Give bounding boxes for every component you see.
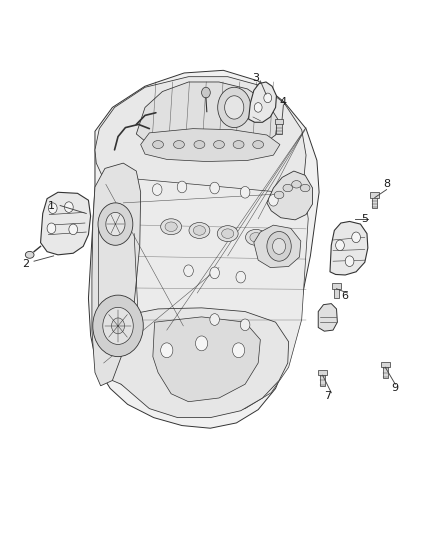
Circle shape	[225, 96, 244, 119]
Circle shape	[272, 238, 286, 254]
Circle shape	[345, 256, 354, 266]
Ellipse shape	[189, 222, 210, 238]
Bar	[276, 123, 282, 134]
Bar	[383, 366, 388, 378]
Text: 8: 8	[383, 179, 390, 189]
Polygon shape	[41, 192, 91, 255]
Text: 4: 4	[280, 97, 287, 107]
Circle shape	[240, 319, 250, 330]
Circle shape	[64, 202, 73, 213]
Circle shape	[106, 213, 125, 236]
Ellipse shape	[300, 184, 310, 192]
Ellipse shape	[222, 229, 234, 238]
Bar	[320, 374, 325, 386]
Polygon shape	[254, 225, 301, 268]
Bar	[372, 197, 378, 208]
Ellipse shape	[173, 141, 184, 149]
Circle shape	[264, 93, 272, 103]
Circle shape	[184, 265, 193, 277]
Bar	[318, 370, 327, 375]
Ellipse shape	[217, 225, 238, 241]
Polygon shape	[267, 171, 313, 220]
Circle shape	[236, 271, 246, 283]
Bar	[334, 288, 339, 298]
Text: 2: 2	[22, 259, 29, 269]
Circle shape	[93, 295, 143, 357]
Polygon shape	[249, 82, 276, 122]
Ellipse shape	[292, 181, 301, 188]
Bar	[275, 119, 283, 124]
Ellipse shape	[193, 225, 205, 235]
Polygon shape	[93, 177, 308, 415]
Circle shape	[210, 267, 219, 279]
Circle shape	[103, 308, 133, 344]
Circle shape	[152, 184, 162, 196]
Circle shape	[352, 232, 360, 243]
Circle shape	[161, 343, 173, 358]
Polygon shape	[136, 82, 278, 151]
Circle shape	[336, 240, 344, 251]
Bar	[371, 192, 379, 198]
Text: 6: 6	[342, 290, 349, 301]
Circle shape	[201, 87, 210, 98]
Text: 3: 3	[252, 73, 259, 83]
Ellipse shape	[283, 184, 293, 192]
Circle shape	[210, 314, 219, 325]
Ellipse shape	[272, 237, 293, 253]
Circle shape	[210, 182, 219, 194]
Ellipse shape	[246, 229, 266, 245]
Polygon shape	[318, 304, 337, 331]
Circle shape	[254, 103, 262, 112]
Ellipse shape	[233, 141, 244, 149]
Polygon shape	[141, 128, 280, 161]
Circle shape	[267, 231, 291, 261]
Ellipse shape	[194, 141, 205, 149]
Ellipse shape	[165, 222, 177, 231]
Bar	[332, 284, 341, 289]
Ellipse shape	[214, 141, 224, 149]
Polygon shape	[88, 70, 319, 428]
Bar	[381, 362, 390, 367]
Ellipse shape	[25, 252, 34, 259]
Text: 9: 9	[392, 383, 399, 393]
Text: 1: 1	[48, 200, 55, 211]
Polygon shape	[153, 317, 260, 402]
Ellipse shape	[274, 191, 284, 199]
Circle shape	[112, 318, 124, 334]
Circle shape	[268, 195, 278, 206]
Text: 5: 5	[361, 214, 368, 224]
Circle shape	[233, 343, 245, 358]
Ellipse shape	[152, 141, 163, 149]
Circle shape	[69, 224, 78, 235]
Circle shape	[48, 203, 57, 214]
Polygon shape	[95, 77, 306, 203]
Circle shape	[98, 203, 133, 245]
Polygon shape	[330, 221, 368, 275]
Ellipse shape	[161, 219, 182, 235]
Ellipse shape	[253, 141, 264, 149]
Ellipse shape	[276, 240, 288, 250]
Circle shape	[177, 181, 187, 193]
Polygon shape	[92, 163, 141, 386]
Circle shape	[218, 87, 251, 127]
Circle shape	[240, 187, 250, 198]
Text: 7: 7	[324, 391, 332, 401]
Polygon shape	[104, 308, 289, 418]
Ellipse shape	[250, 232, 262, 242]
Circle shape	[195, 336, 208, 351]
Circle shape	[47, 223, 56, 233]
